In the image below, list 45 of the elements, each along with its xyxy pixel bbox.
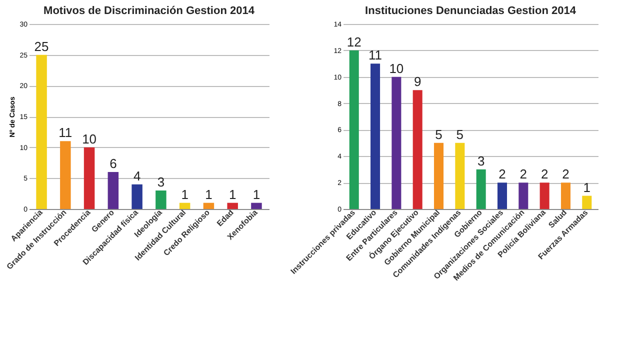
data-label: 10 — [82, 131, 97, 146]
data-label: 3 — [157, 174, 165, 190]
data-label: 1 — [252, 186, 260, 202]
data-label: 4 — [133, 168, 141, 184]
bar — [412, 90, 422, 209]
bar — [179, 202, 190, 209]
data-label: 6 — [110, 156, 117, 171]
bar — [518, 182, 528, 209]
data-label: 11 — [368, 48, 382, 63]
data-label: 3 — [477, 153, 485, 168]
data-label: 1 — [205, 186, 212, 202]
data-label: 1 — [583, 180, 591, 195]
bar — [370, 64, 380, 209]
bar — [434, 142, 444, 209]
bar — [156, 190, 166, 209]
bar — [560, 182, 570, 209]
data-label: 5 — [456, 126, 464, 142]
data-label: 2 — [540, 166, 548, 182]
bar — [108, 172, 119, 209]
data-label: 5 — [435, 126, 442, 142]
bar — [60, 141, 71, 209]
data-label: 2 — [498, 166, 506, 182]
bar — [582, 196, 592, 209]
data-label: 10 — [389, 60, 404, 76]
bar — [497, 182, 508, 209]
bar — [455, 142, 465, 209]
bar — [349, 50, 359, 209]
data-label: 9 — [414, 74, 422, 90]
chart-title: Motivos de Discriminación Gestion 2014 — [44, 5, 256, 17]
bar — [203, 202, 214, 209]
bar — [227, 202, 238, 209]
bar — [392, 76, 402, 209]
data-label: 2 — [520, 166, 528, 182]
bar — [36, 54, 47, 209]
data-label: 2 — [562, 166, 570, 182]
bar — [84, 147, 95, 209]
bar — [132, 184, 142, 209]
data-label: 1 — [228, 186, 236, 202]
bar — [476, 169, 486, 209]
data-label: 1 — [181, 186, 188, 202]
bar — [540, 182, 550, 209]
data-label: 11 — [58, 125, 72, 140]
bar — [251, 202, 262, 209]
chart-title: Instituciones Denunciadas Gestion 2014 — [365, 5, 577, 17]
data-label: 25 — [34, 38, 49, 54]
